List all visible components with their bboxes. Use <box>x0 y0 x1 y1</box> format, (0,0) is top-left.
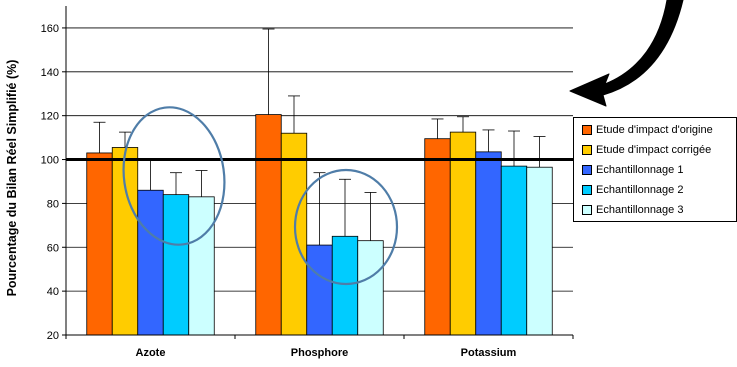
legend-label: Echantillonnage 1 <box>596 164 684 176</box>
y-tick-label: 40 <box>47 286 59 298</box>
bar-potassium-5 <box>526 166 553 336</box>
bar-azote-5 <box>188 196 215 336</box>
legend-swatch <box>582 205 592 215</box>
x-tick-label: Potassium <box>461 347 517 359</box>
x-tick-label: Phosphore <box>291 347 348 359</box>
legend-swatch <box>582 185 592 195</box>
bar-potassium-2 <box>449 131 477 336</box>
legend: Etude d'impact d'origine Etude d'impact c… <box>573 117 737 222</box>
curved-arrow-icon <box>569 0 684 107</box>
y-tick-label: 160 <box>41 23 59 35</box>
y-tick-label: 120 <box>41 111 59 123</box>
bar-phosphore-4 <box>331 235 359 336</box>
legend-swatch <box>582 165 592 175</box>
bar-azote-3 <box>137 189 164 336</box>
bar-potassium-1 <box>424 138 451 336</box>
legend-item: Etude d'impact d'origine <box>582 122 713 138</box>
bar-potassium-4 <box>500 165 528 336</box>
legend-item: Echantillonnage 2 <box>582 182 683 198</box>
bar-phosphore-1 <box>255 114 282 336</box>
bar-potassium-3 <box>475 151 502 336</box>
highlight-ellipse <box>122 106 226 246</box>
y-tick-label: 60 <box>47 242 59 254</box>
legend-label: Etude d'impact d'origine <box>596 124 713 136</box>
bar-azote-4 <box>162 194 190 336</box>
legend-label: Echantillonnage 3 <box>596 204 684 216</box>
bar-azote-2 <box>111 147 139 336</box>
legend-label: Echantillonnage 2 <box>596 184 684 196</box>
y-tick-label: 140 <box>41 67 59 79</box>
bar-phosphore-5 <box>357 240 384 336</box>
legend-item: Echantillonnage 3 <box>582 202 683 218</box>
highlight-ellipse <box>293 168 399 286</box>
legend-swatch <box>582 125 592 135</box>
legend-label: Etude d'impact corrigée <box>596 144 712 156</box>
y-axis-label: Pourcentage du Bilan Réel Simplifié (%) <box>5 60 19 297</box>
bar-azote-1 <box>86 152 113 336</box>
x-tick-label: Azote <box>136 347 166 359</box>
y-tick-label: 100 <box>41 155 59 167</box>
legend-swatch <box>582 145 592 155</box>
bar-phosphore-2 <box>280 132 308 336</box>
bar-phosphore-3 <box>306 244 333 336</box>
legend-item: Etude d'impact corrigée <box>582 142 711 158</box>
y-tick-label: 80 <box>47 198 59 210</box>
legend-item: Echantillonnage 1 <box>582 162 683 178</box>
y-tick-label: 20 <box>47 330 59 342</box>
